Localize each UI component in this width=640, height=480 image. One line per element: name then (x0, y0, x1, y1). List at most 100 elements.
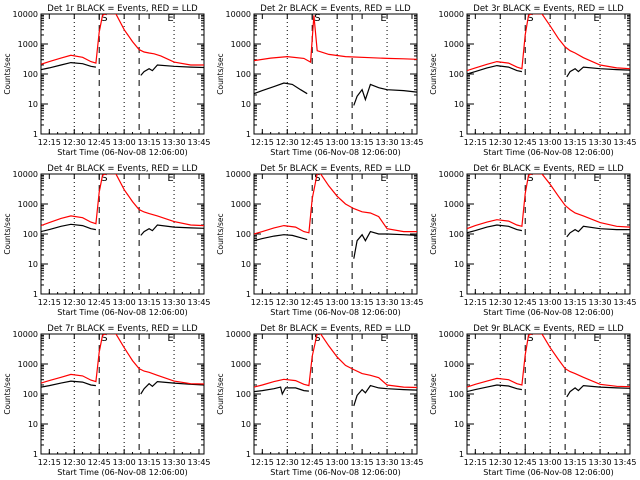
panel-det-4: 1 10 100 1000 10000 12:15 12:30 12:45 13:00 13:15… (3, 164, 211, 317)
x-tick-label: 13:30 (589, 458, 612, 467)
marker-label-S: S (314, 333, 320, 344)
x-tick-label: 13:00 (539, 138, 562, 147)
y-tick-label: 100 (449, 230, 464, 239)
plot-frame (466, 333, 631, 455)
y-tick-label: 10000 (226, 170, 251, 179)
y-tick-label: 100 (236, 230, 251, 239)
marker-label-E: E (167, 333, 173, 344)
y-axis-label: Counts/sec (3, 53, 12, 94)
x-tick-label: 12:30 (63, 298, 86, 307)
y-tick-label: 100 (23, 390, 38, 399)
y-axis-label: Counts/sec (3, 213, 12, 254)
x-tick-label: 12:45 (514, 458, 537, 467)
y-tick-label: 10 (28, 420, 38, 429)
y-tick-label: 100 (236, 390, 251, 399)
x-tick-label: 12:15 (251, 458, 274, 467)
series-events-black (254, 230, 417, 259)
series-lld-red (467, 14, 630, 72)
x-axis-label: Start Time (06-Nov-08 12:06:00) (270, 148, 400, 157)
x-axis-label: Start Time (06-Nov-08 12:06:00) (57, 308, 187, 317)
series-lld-red (254, 174, 417, 235)
marker-label-S: S (101, 13, 107, 24)
x-tick-label: 12:30 (276, 458, 299, 467)
series-events-black (254, 384, 417, 407)
x-tick-label: 12:45 (301, 138, 324, 147)
y-tick-label: 10 (241, 100, 251, 109)
y-tick-label: 1 (459, 450, 464, 459)
plot-frame (253, 13, 418, 135)
panel-title: Det 1r BLACK = Events, RED = LLD (47, 4, 198, 14)
x-tick-label: 13:15 (138, 298, 161, 307)
marker-label-S: S (101, 173, 107, 184)
series-events-black (467, 224, 630, 238)
x-tick-label: 12:30 (489, 138, 512, 147)
y-tick-label: 1 (33, 130, 38, 139)
marker-label-E: E (593, 173, 599, 184)
x-tick-label: 12:15 (464, 138, 487, 147)
series-lld-red (467, 334, 630, 388)
x-tick-label: 12:15 (251, 298, 274, 307)
marker-label-S: S (314, 173, 320, 184)
y-tick-label: 10000 (13, 10, 38, 19)
y-tick-label: 1 (33, 450, 38, 459)
panel-det-3: 1 10 100 1000 10000 12:15 12:30 12:45 13:00 13:15… (429, 4, 637, 157)
y-tick-label: 10 (241, 420, 251, 429)
y-tick-label: 1 (246, 290, 251, 299)
x-tick-label: 13:30 (376, 298, 399, 307)
panel-det-9: 1 10 100 1000 10000 12:15 12:30 12:45 13:00 13:15… (429, 324, 637, 477)
x-tick-label: 13:30 (376, 138, 399, 147)
x-tick-label: 13:30 (163, 138, 186, 147)
x-tick-label: 13:45 (187, 138, 210, 147)
panel-title: Det 3r BLACK = Events, RED = LLD (473, 4, 624, 14)
panel-title: Det 2r BLACK = Events, RED = LLD (260, 4, 411, 14)
y-tick-label: 10 (28, 100, 38, 109)
x-tick-label: 12:45 (514, 138, 537, 147)
y-tick-label: 1000 (444, 360, 464, 369)
y-tick-label: 10 (454, 260, 464, 269)
y-tick-label: 1000 (231, 360, 251, 369)
marker-label-E: E (380, 13, 386, 24)
x-tick-label: 13:15 (564, 458, 587, 467)
series-events-black (41, 61, 204, 76)
y-tick-label: 10000 (439, 10, 464, 19)
series-events-black (254, 82, 417, 106)
y-tick-label: 100 (23, 230, 38, 239)
x-tick-label: 12:30 (276, 298, 299, 307)
series-lld-red (41, 14, 204, 66)
x-tick-label: 13:30 (376, 458, 399, 467)
x-tick-label: 12:15 (38, 138, 61, 147)
y-tick-label: 1 (246, 450, 251, 459)
panel-title: Det 4r BLACK = Events, RED = LLD (47, 164, 198, 174)
series-lld-red (41, 334, 204, 385)
panel-title: Det 9r BLACK = Events, RED = LLD (473, 324, 624, 334)
x-tick-label: 13:45 (400, 298, 423, 307)
x-tick-label: 13:30 (163, 298, 186, 307)
y-axis-label: Counts/sec (429, 53, 438, 94)
x-tick-label: 13:15 (351, 138, 374, 147)
series-lld-red (254, 15, 417, 64)
series-events-black (467, 384, 630, 398)
marker-label-E: E (380, 333, 386, 344)
series-lld-red (254, 334, 417, 389)
x-axis-label: Start Time (06-Nov-08 12:06:00) (57, 148, 187, 157)
y-tick-label: 100 (449, 70, 464, 79)
y-tick-label: 1 (33, 290, 38, 299)
marker-label-E: E (380, 173, 386, 184)
panel-det-8: 1 10 100 1000 10000 12:15 12:30 12:45 13:00 13:15… (216, 324, 424, 477)
panel-det-6: 1 10 100 1000 10000 12:15 12:30 12:45 13:00 13:15… (429, 164, 637, 317)
x-tick-label: 12:45 (301, 458, 324, 467)
panel-title: Det 7r BLACK = Events, RED = LLD (47, 324, 198, 334)
y-tick-label: 100 (236, 70, 251, 79)
marker-label-E: E (167, 173, 173, 184)
x-tick-label: 13:45 (613, 298, 636, 307)
x-tick-label: 13:00 (326, 138, 349, 147)
y-tick-label: 10000 (13, 330, 38, 339)
y-tick-label: 1000 (18, 200, 38, 209)
y-tick-label: 1 (459, 130, 464, 139)
y-tick-label: 10000 (439, 330, 464, 339)
y-tick-label: 1000 (18, 40, 38, 49)
y-tick-label: 10 (28, 260, 38, 269)
y-tick-label: 1000 (18, 360, 38, 369)
x-axis-label: Start Time (06-Nov-08 12:06:00) (483, 148, 613, 157)
